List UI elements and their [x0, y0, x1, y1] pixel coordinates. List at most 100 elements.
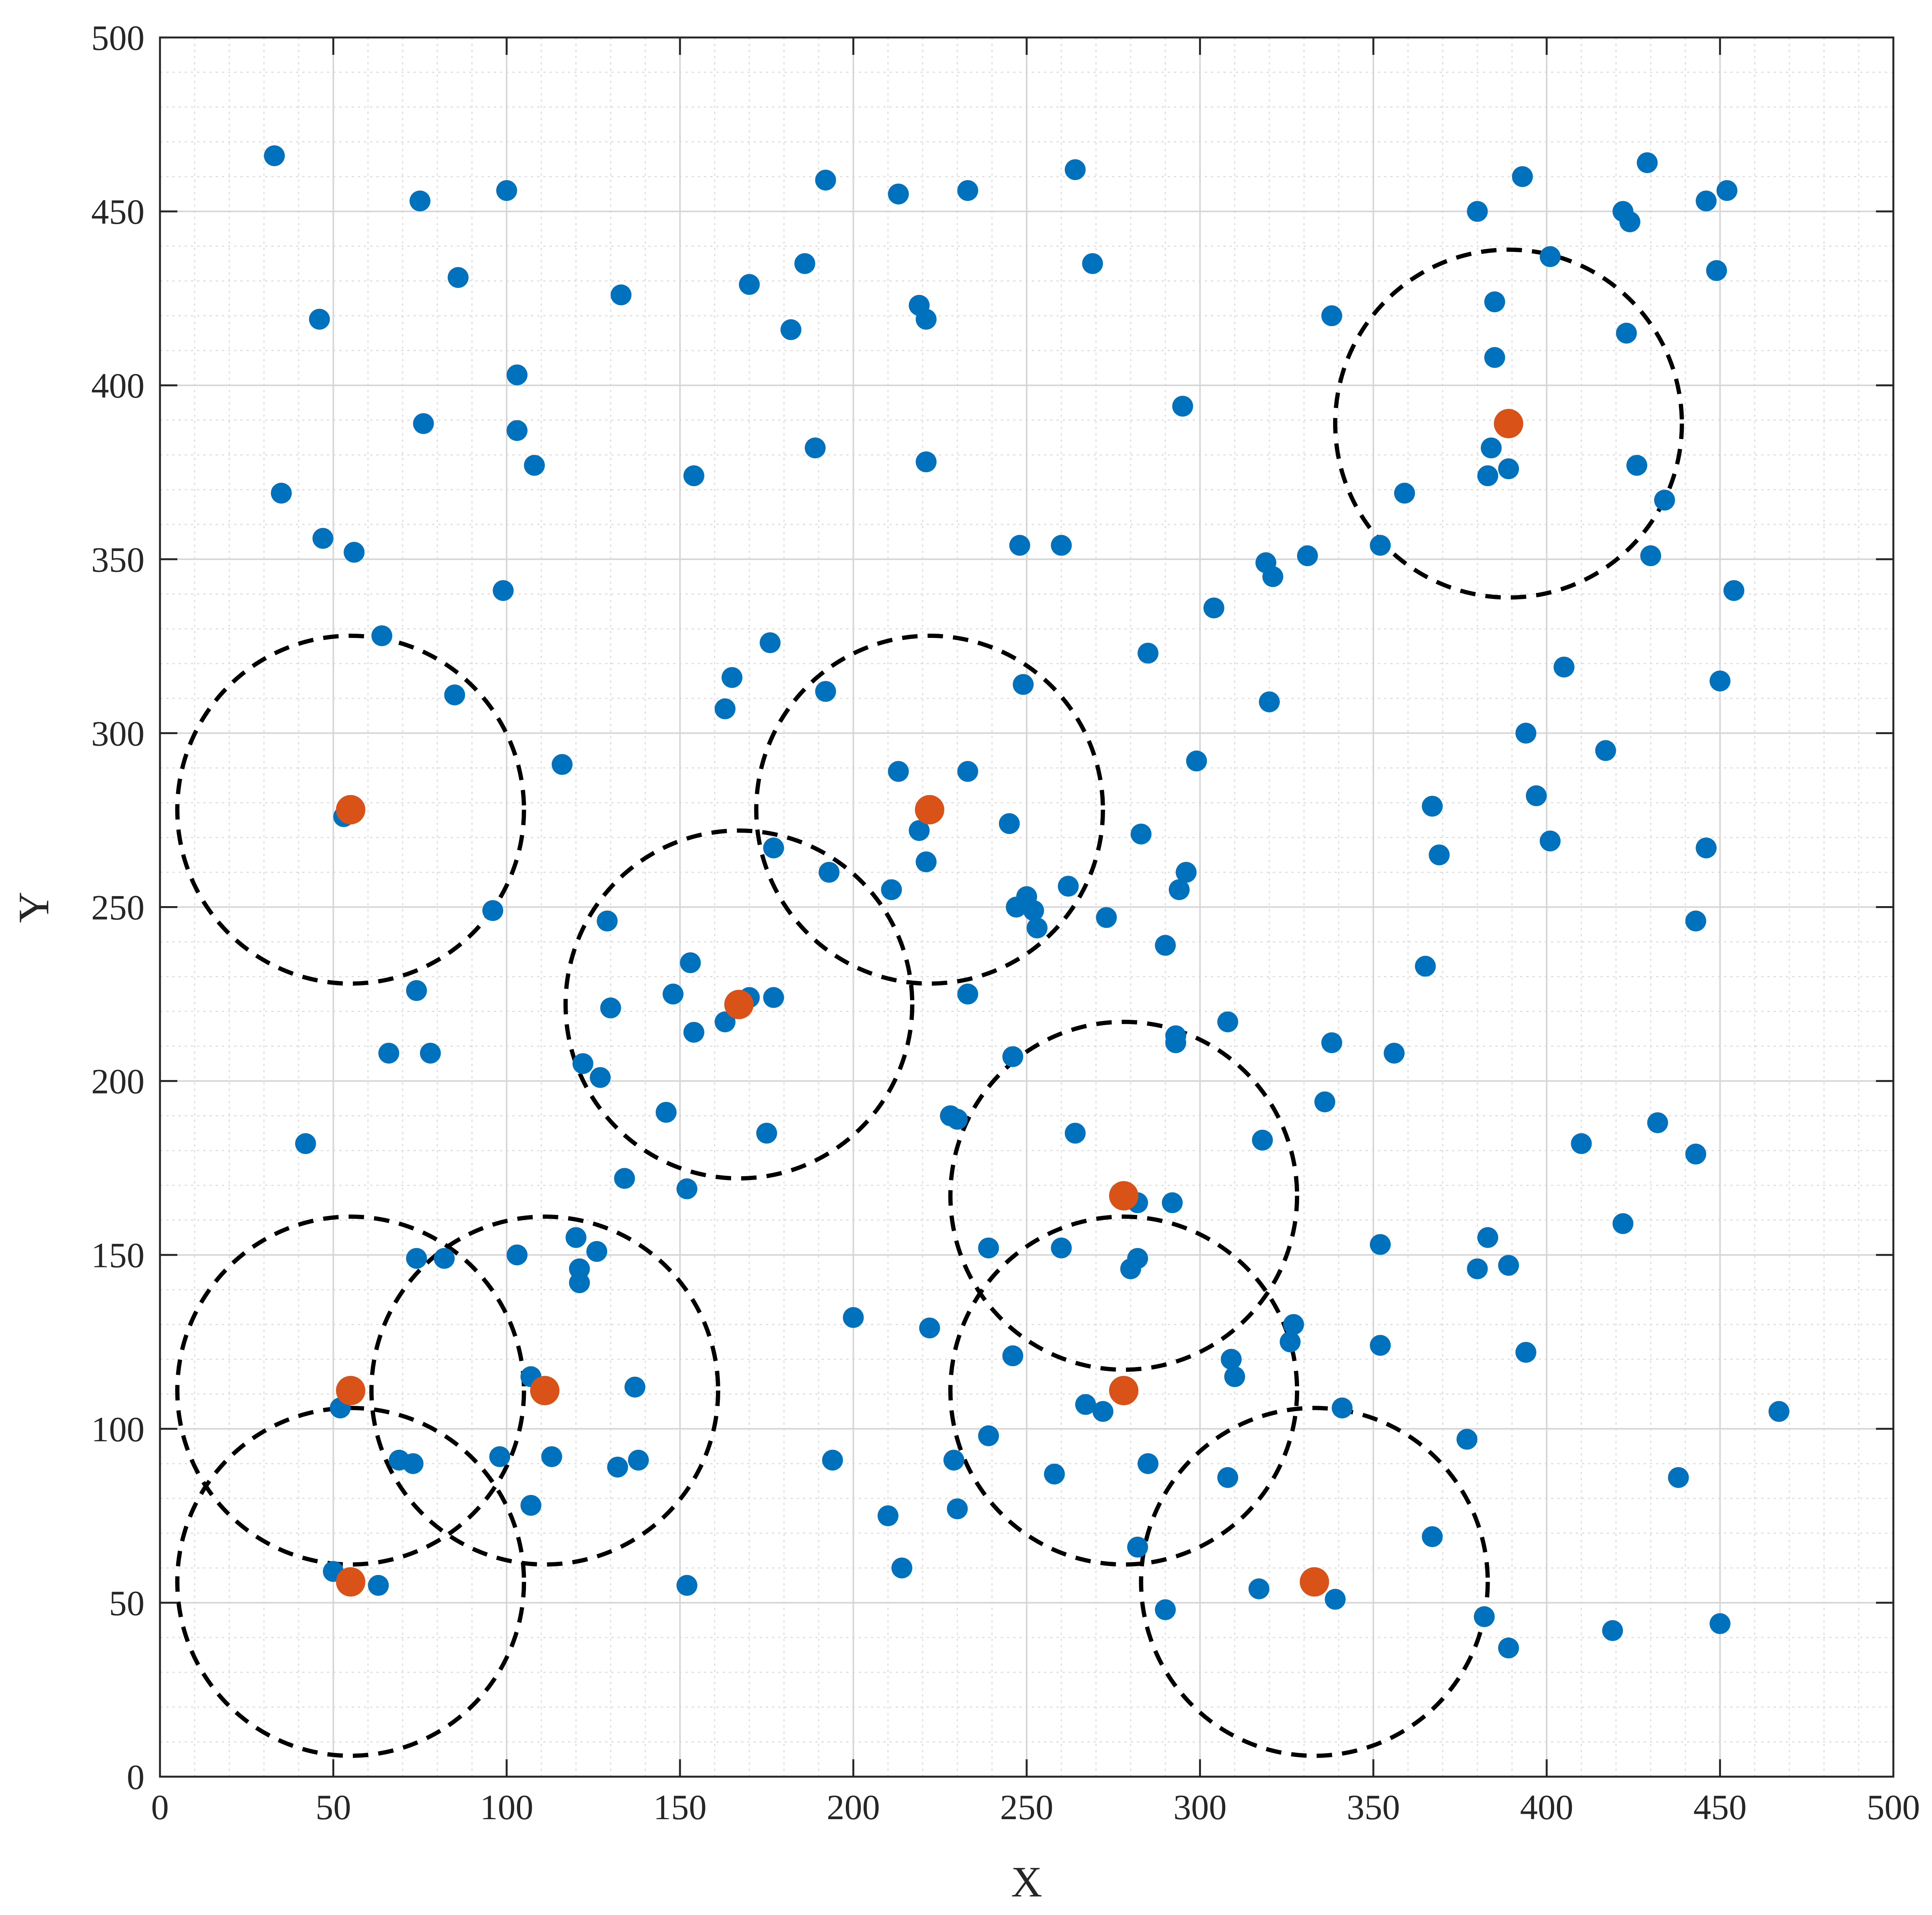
- data-point: [520, 1495, 542, 1516]
- data-point: [919, 1317, 940, 1338]
- data-point: [1002, 1046, 1024, 1067]
- center-point: [724, 990, 754, 1019]
- data-point: [1498, 458, 1519, 480]
- x-tick-label: 500: [1867, 1787, 1920, 1827]
- data-point: [804, 437, 826, 459]
- data-point: [1484, 291, 1505, 313]
- data-point: [1075, 1394, 1096, 1415]
- data-point: [978, 1237, 999, 1259]
- coverage-circle: [175, 1214, 526, 1567]
- data-point: [1009, 535, 1031, 556]
- data-point: [760, 632, 781, 653]
- data-point: [1217, 1011, 1238, 1032]
- data-point: [1131, 823, 1152, 845]
- data-point: [1512, 166, 1533, 187]
- data-point: [655, 1102, 677, 1123]
- data-point: [1051, 535, 1072, 556]
- data-point: [1571, 1133, 1592, 1154]
- data-point: [1044, 1463, 1065, 1485]
- data-point: [1248, 1578, 1270, 1599]
- data-point: [843, 1307, 864, 1328]
- data-point: [507, 364, 528, 386]
- data-point: [1467, 1258, 1488, 1279]
- coverage-circle: [1333, 247, 1684, 600]
- y-tick-label: 300: [91, 714, 145, 753]
- data-point: [434, 1248, 455, 1269]
- data-point: [1051, 1237, 1072, 1259]
- data-point: [947, 1498, 968, 1519]
- data-point: [444, 684, 465, 706]
- coverage-circle: [175, 633, 526, 986]
- data-point: [406, 1248, 427, 1269]
- data-point: [402, 1453, 423, 1474]
- data-point: [597, 910, 618, 932]
- data-point: [1155, 1599, 1176, 1620]
- data-point: [1498, 1637, 1519, 1658]
- data-point: [1709, 670, 1731, 692]
- x-tick-label: 0: [151, 1787, 169, 1827]
- data-point: [957, 983, 978, 1005]
- data-point: [683, 465, 704, 486]
- data-point: [739, 274, 760, 295]
- center-point: [1299, 1567, 1329, 1597]
- data-point: [295, 1133, 316, 1154]
- center-point: [336, 795, 366, 825]
- data-point: [1768, 1401, 1789, 1422]
- data-point: [1058, 876, 1079, 897]
- data-point: [1168, 879, 1190, 900]
- data-point: [1539, 246, 1561, 267]
- data-point: [489, 1446, 510, 1467]
- data-point: [676, 1178, 697, 1199]
- data-point: [1217, 1467, 1238, 1488]
- data-point: [614, 1168, 635, 1189]
- data-point: [309, 309, 330, 330]
- data-point: [881, 879, 902, 900]
- data-point: [493, 580, 514, 601]
- data-point: [378, 1043, 400, 1064]
- data-point: [406, 980, 427, 1001]
- data-point: [1429, 844, 1450, 866]
- data-point: [1002, 1345, 1024, 1366]
- data-point: [447, 267, 469, 288]
- data-point: [1498, 1255, 1519, 1276]
- data-point: [978, 1425, 999, 1446]
- data-point: [524, 455, 545, 476]
- data-point: [1612, 1213, 1634, 1234]
- data-point: [1474, 1606, 1495, 1627]
- x-tick-label: 300: [1173, 1787, 1227, 1827]
- data-point: [1654, 490, 1675, 511]
- x-tick-label: 450: [1693, 1787, 1747, 1827]
- data-point: [1325, 1588, 1346, 1610]
- data-point: [1221, 1349, 1242, 1370]
- data-point: [1539, 830, 1561, 852]
- data-point: [915, 451, 937, 473]
- data-point: [1138, 1453, 1159, 1474]
- data-point: [1553, 656, 1575, 678]
- data-point: [1252, 1129, 1273, 1151]
- data-point: [1481, 437, 1502, 459]
- data-point: [1477, 1227, 1498, 1248]
- y-axis-label: Y: [10, 892, 58, 923]
- data-point: [1262, 566, 1284, 587]
- data-point: [794, 253, 815, 274]
- data-point: [721, 667, 743, 688]
- coverage-circle: [563, 828, 915, 1181]
- data-point: [1370, 1234, 1391, 1255]
- data-point: [1636, 152, 1658, 173]
- coverage-circle: [369, 1214, 720, 1567]
- data-point: [565, 1227, 587, 1248]
- data-point: [551, 754, 573, 775]
- data-point: [1321, 305, 1342, 327]
- center-points: [336, 409, 1524, 1597]
- data-point: [1384, 1043, 1405, 1064]
- data-point: [572, 1053, 594, 1074]
- data-point: [1165, 1032, 1186, 1053]
- data-point: [409, 190, 430, 212]
- data-point: [628, 1449, 649, 1471]
- data-point: [1640, 545, 1661, 566]
- data-point: [624, 1376, 646, 1398]
- y-tick-label: 200: [91, 1062, 145, 1101]
- data-point: [947, 1109, 968, 1130]
- data-point: [822, 1449, 843, 1471]
